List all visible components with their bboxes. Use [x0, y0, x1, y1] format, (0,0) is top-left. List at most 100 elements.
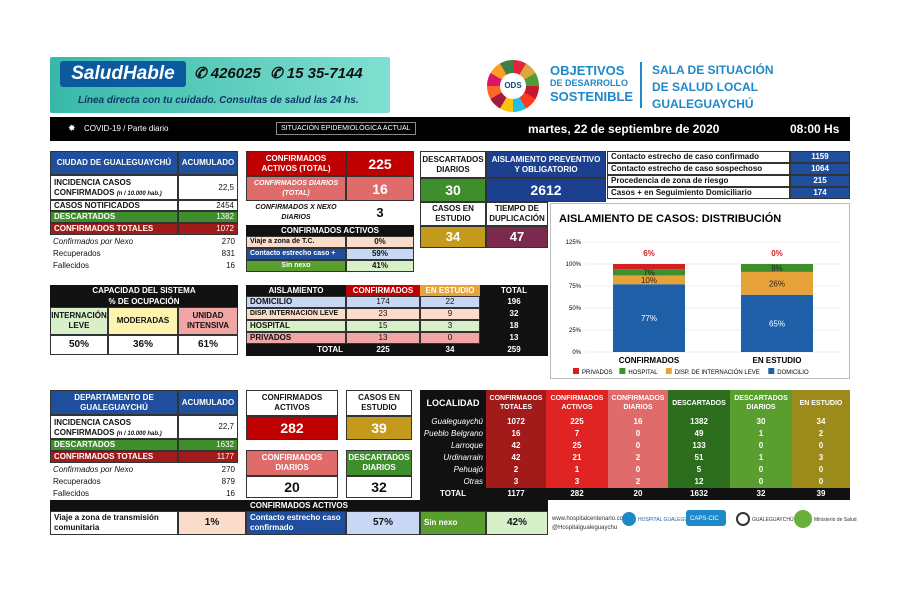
aisl-value: 2612 [486, 178, 606, 202]
dept-incidencia-value: 22,7 [178, 415, 238, 439]
dup-value: 47 [486, 226, 548, 248]
at-row-hospital-label: HOSPITAL [246, 320, 346, 332]
dept-diarios-value: 20 [246, 476, 338, 498]
contact-domiciliario-label: Casos + en Seguimiento Domiciliario [607, 187, 790, 199]
desc-diarios-value: 30 [420, 178, 486, 202]
estudio-value: 34 [420, 226, 486, 248]
situacion-label: SITUACIÓN EPIDEMIOLÓGICA ACTUAL [276, 122, 416, 135]
dept-ca-sinnexo-label: Sin nexo [420, 511, 486, 535]
dept-activos-value: 282 [246, 416, 338, 440]
city-incidencia-label: INCIDENCIA CASOS CONFIRMADOS (n / 10.000… [50, 175, 178, 200]
data-label: 9% [771, 264, 783, 273]
conf-ca-contacto-label: Contacto estrecho caso + [246, 248, 346, 260]
sala-title: SALA DE SITUACIÓN DE SALUD LOCAL GUALEGUA… [640, 62, 840, 111]
city-acum-header: ACUMULADO [178, 151, 238, 175]
objetivos-title: OBJETIVOS DE DESARROLLO SOSTENIBLE [550, 63, 634, 104]
y-tick-label: 125% [566, 240, 582, 246]
phone-number: ✆ 426025 [194, 65, 261, 82]
loc-cell: 3 [792, 452, 850, 464]
loc-row-name: Urdinarrain [420, 452, 486, 464]
salud-hable-logo: SaludHable [60, 61, 186, 87]
at-header-conf: CONFIRMADOS [346, 285, 420, 296]
legend-label: DOMICILIO [777, 370, 809, 376]
loc-cell: 49 [668, 428, 730, 440]
virus-icon: ✸ [68, 123, 76, 133]
city-notificados-value: 2454 [178, 200, 238, 211]
dept-fallecidos-label: Fallecidos [53, 488, 90, 498]
legend-label: HOSPITAL [628, 370, 658, 376]
loc-cell: 0 [792, 440, 850, 452]
footer-logo-hospital: HOSPITAL GUALEGUAYCHÚ [638, 517, 706, 523]
capacity-title: CAPACIDAD DEL SISTEMA [50, 285, 238, 296]
loc-cell: 2 [608, 452, 668, 464]
data-label: 7% [643, 268, 655, 277]
caps-logo-icon [686, 510, 726, 526]
at-row-privados-estudio: 0 [420, 332, 480, 344]
at-row-leve-label: DISP. INTERNACIÓN LEVE [246, 308, 346, 320]
loc-cell: 225 [546, 416, 608, 428]
at-header-estudio: EN ESTUDIO [420, 285, 480, 296]
city-descartados-value: 1382 [178, 211, 238, 223]
at-total-label: TOTAL [246, 344, 346, 356]
at-row-domicilio-label: DOMICILIO [246, 296, 346, 308]
at-total-estudio: 34 [420, 344, 480, 356]
footer-logo-ministerio: Ministerio de Salud [814, 517, 857, 523]
loc-cell: 32 [730, 488, 792, 500]
city-confirmados-label: CONFIRMADOS TOTALES [50, 223, 178, 235]
dept-confirmados-label: CONFIRMADOS TOTALES [50, 451, 178, 463]
city-notificados-label: CASOS NOTIFICADOS [50, 200, 178, 211]
dept-desc-value: 32 [346, 476, 412, 498]
at-total-total: 259 [480, 344, 548, 356]
loc-header-5: DESCARTADOS DIARIOS [730, 390, 792, 416]
chart-title: AISLAMIENTO DE CASOS: DISTRIBUCIÓN [559, 212, 781, 225]
conf-nexo-label: CONFIRMADOS X NEXO DIARIOS [255, 204, 337, 221]
loc-cell: 16 [486, 428, 546, 440]
conf-diarios-value: 16 [346, 176, 414, 201]
conf-activos-value: 225 [346, 151, 414, 176]
legend-label: DISP. DE INTERNACIÓN LEVE [675, 369, 760, 376]
legend-swatch [619, 368, 626, 374]
dept-ca-title: CONFIRMADOS ACTIVOS [50, 500, 548, 511]
dept-title: DEPARTAMENTO DE GUALEGUAYCHÚ [50, 390, 178, 415]
loc-row-name: Gualeguaychú [420, 416, 486, 428]
top-bar: ✸ COVID-19 / Parte diario SITUACIÓN EPID… [50, 117, 850, 141]
loc-cell: 42 [486, 440, 546, 452]
loc-cell: 282 [546, 488, 608, 500]
loc-cell: 1072 [486, 416, 546, 428]
at-row-privados-conf: 13 [346, 332, 420, 344]
loc-cell: 0 [792, 476, 850, 488]
loc-cell: 20 [608, 488, 668, 500]
city-confirmados-value: 1072 [178, 223, 238, 235]
loc-header-6: EN ESTUDIO [792, 390, 850, 416]
loc-row-name: TOTAL [420, 488, 486, 500]
loc-cell: 0 [608, 440, 668, 452]
conf-ca-contacto-value: 59% [346, 248, 414, 260]
loc-cell: 0 [608, 428, 668, 440]
at-row-domicilio-estudio: 22 [420, 296, 480, 308]
dept-estudio-value: 39 [346, 416, 412, 440]
legend-swatch [665, 368, 672, 374]
contact-sospechoso-label: Contacto estrecho de caso sospechoso [607, 163, 790, 175]
loc-header-0: LOCALIDAD [420, 390, 486, 416]
loc-row-name: Pehuajó [420, 464, 486, 476]
bar-disp-de-internaci-n-leve [613, 275, 685, 285]
at-row-hospital-total: 18 [480, 320, 548, 332]
at-row-leve-conf: 23 [346, 308, 420, 320]
conf-ca-sinnexo-label: Sin nexo [246, 260, 346, 272]
loc-cell: 2 [486, 464, 546, 476]
loc-cell: 34 [792, 416, 850, 428]
loc-cell: 1 [546, 464, 608, 476]
whatsapp-number: ✆ 15 35-7144 [270, 65, 363, 82]
dept-ca-contacto-label: Contacto estrecho caso confirmado [246, 511, 346, 535]
conf-ca-sinnexo-value: 41% [346, 260, 414, 272]
loc-cell: 2 [792, 428, 850, 440]
loc-cell: 30 [730, 416, 792, 428]
ministerio-logo-icon [794, 510, 812, 528]
dept-confirmados-value: 1177 [178, 451, 238, 463]
loc-row-name: Pueblo Belgrano [420, 428, 486, 440]
data-label: 0% [771, 249, 783, 258]
at-row-hospital-estudio: 3 [420, 320, 480, 332]
dept-ca-sinnexo-value: 42% [486, 511, 548, 535]
loc-cell: 0 [730, 476, 792, 488]
loc-cell: 7 [546, 428, 608, 440]
